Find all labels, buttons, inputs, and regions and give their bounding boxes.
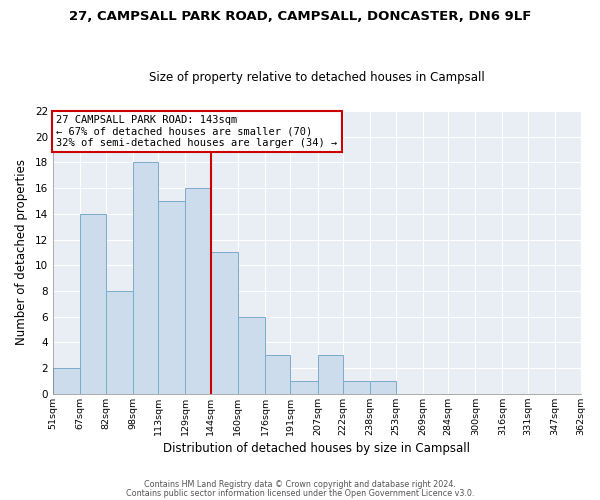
- Bar: [211, 252, 238, 394]
- Bar: [106, 291, 133, 394]
- Text: Contains public sector information licensed under the Open Government Licence v3: Contains public sector information licen…: [126, 488, 474, 498]
- Text: 27, CAMPSALL PARK ROAD, CAMPSALL, DONCASTER, DN6 9LF: 27, CAMPSALL PARK ROAD, CAMPSALL, DONCAS…: [69, 10, 531, 23]
- Text: Contains HM Land Registry data © Crown copyright and database right 2024.: Contains HM Land Registry data © Crown c…: [144, 480, 456, 489]
- Bar: [370, 381, 395, 394]
- Bar: [158, 201, 185, 394]
- Bar: [265, 355, 290, 394]
- Bar: [238, 316, 265, 394]
- Y-axis label: Number of detached properties: Number of detached properties: [15, 160, 28, 346]
- Bar: [317, 355, 343, 394]
- Bar: [185, 188, 211, 394]
- Text: 27 CAMPSALL PARK ROAD: 143sqm
← 67% of detached houses are smaller (70)
32% of s: 27 CAMPSALL PARK ROAD: 143sqm ← 67% of d…: [56, 115, 338, 148]
- X-axis label: Distribution of detached houses by size in Campsall: Distribution of detached houses by size …: [163, 442, 470, 455]
- Bar: [80, 214, 106, 394]
- Bar: [290, 381, 317, 394]
- Bar: [133, 162, 158, 394]
- Bar: [343, 381, 370, 394]
- Bar: [53, 368, 80, 394]
- Title: Size of property relative to detached houses in Campsall: Size of property relative to detached ho…: [149, 70, 485, 84]
